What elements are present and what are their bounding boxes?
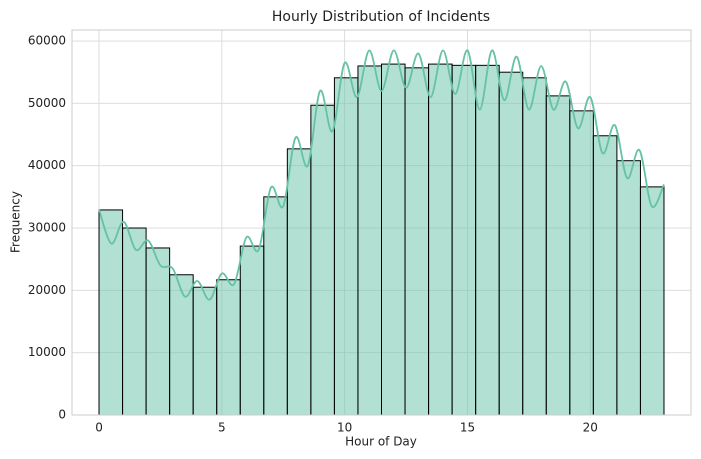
histogram-bar [451, 64, 477, 416]
histogram-bar [616, 160, 641, 416]
histogram-bar [169, 274, 194, 416]
y-tick-label: 40000 [28, 158, 66, 172]
histogram-bar [286, 148, 312, 416]
y-tick-label: 60000 [28, 34, 66, 48]
y-tick-label: 20000 [28, 283, 66, 297]
histogram-bar [192, 286, 218, 416]
histogram-bar [639, 186, 665, 416]
chart-title: Hourly Distribution of Incidents [272, 9, 490, 25]
histogram-bar [357, 65, 383, 416]
histogram-bar [545, 95, 571, 416]
histogram-bar [498, 71, 524, 416]
histogram-bar [310, 104, 335, 416]
y-tick-label: 50000 [28, 96, 66, 110]
histogram-bar [522, 77, 547, 416]
histogram-bar [475, 64, 500, 416]
x-tick-label: 20 [583, 421, 598, 435]
histogram-bar [145, 247, 171, 416]
histogram-bar [404, 67, 430, 416]
histogram-bar [569, 110, 594, 416]
y-tick-label: 30000 [28, 221, 66, 235]
x-tick-label: 15 [460, 421, 475, 435]
histogram-bar [381, 63, 406, 416]
histogram-bar [428, 63, 453, 416]
histogram-bar [98, 209, 124, 416]
x-tick-label: 0 [95, 421, 103, 435]
histogram-bar [263, 196, 288, 416]
kde-line [98, 49, 665, 301]
x-tick-label: 10 [337, 421, 352, 435]
x-axis-label: Hour of Day [345, 435, 417, 449]
histogram-bar [592, 135, 618, 416]
histogram-bar [122, 227, 147, 416]
y-tick-label: 0 [58, 408, 66, 422]
y-tick-label: 10000 [28, 345, 66, 359]
histogram-bar [239, 245, 265, 416]
x-tick-label: 5 [218, 421, 226, 435]
plot-frame [71, 29, 692, 416]
histogram-bar [333, 77, 359, 416]
y-axis-label: Frequency [9, 191, 23, 253]
histogram-bar [216, 279, 241, 416]
